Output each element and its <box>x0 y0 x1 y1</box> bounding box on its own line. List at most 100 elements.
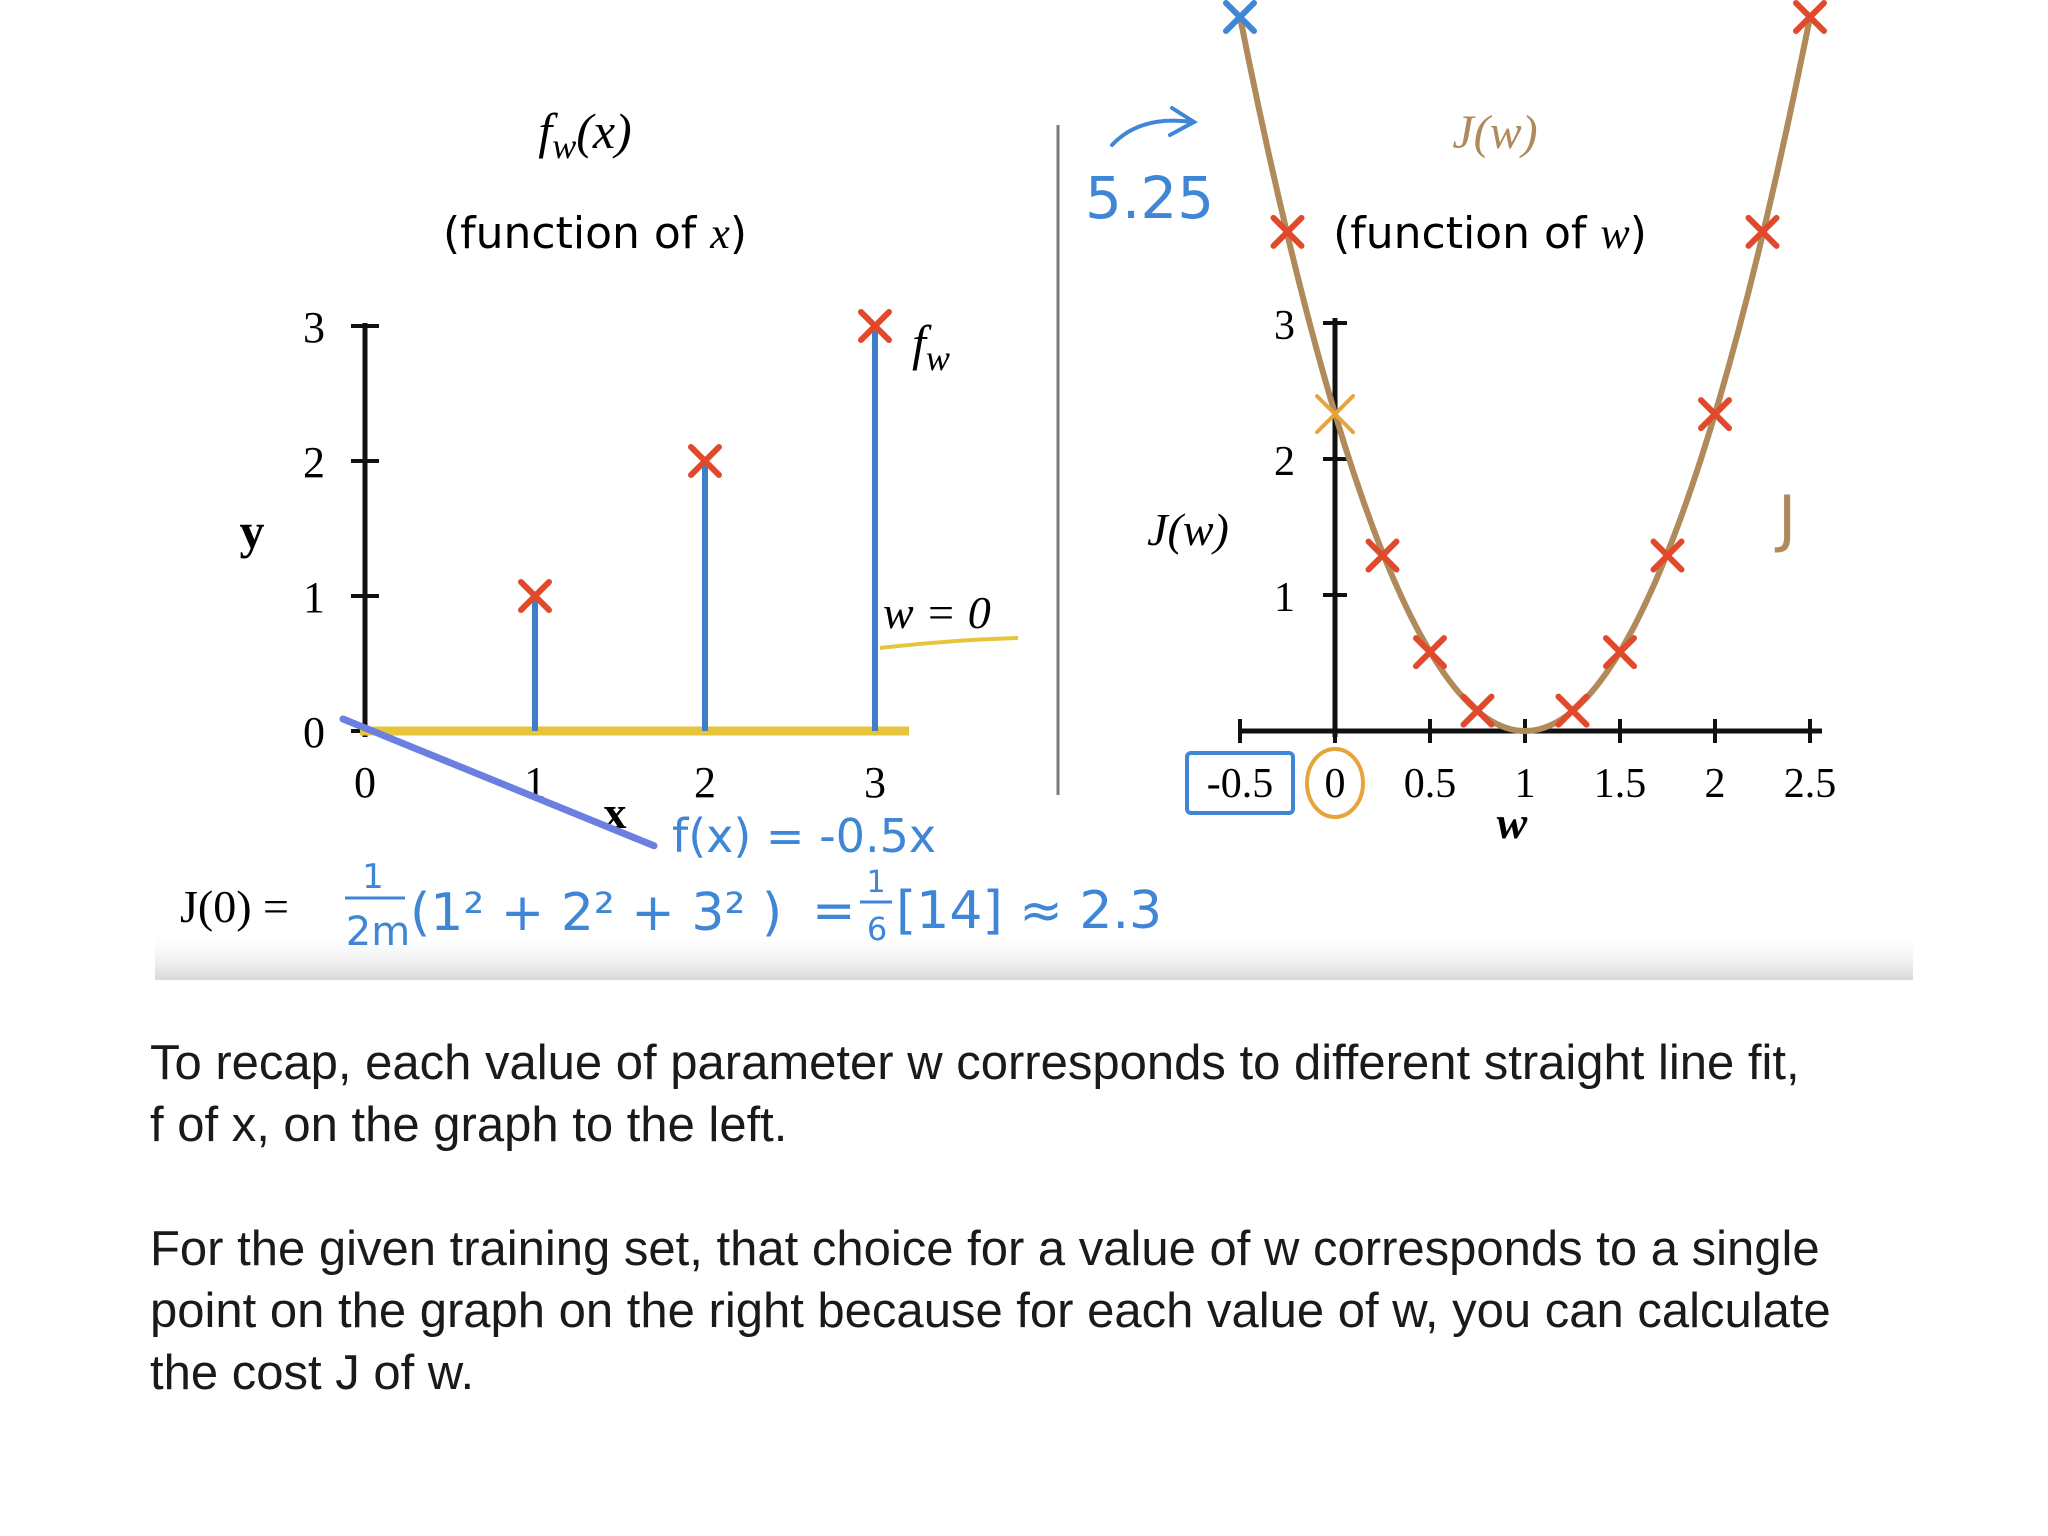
right-x-tick-label-0: 0 <box>1325 761 1346 807</box>
left-x-tick-label-3: 3 <box>864 758 886 807</box>
right-x-tick-label-0.5: 0.5 <box>1404 761 1457 807</box>
left-title-arg: (x) <box>576 103 632 159</box>
right-subtitle-suffix: ) <box>1630 208 1647 259</box>
w-label-underline <box>879 636 1019 650</box>
left-subtitle-prefix: (function of <box>443 208 710 259</box>
left-marks <box>339 309 909 850</box>
right-subtitle-var: w <box>1600 209 1630 258</box>
cost-point-5 <box>1460 693 1495 728</box>
figure: fw(x) (function of x) y x 0 1 2 3 0 1 2 3 fw w … <box>155 0 1913 980</box>
cost-frac-num: 1 <box>362 857 384 897</box>
left-subtitle: (function of x) <box>443 208 747 259</box>
cost-rhs: [14] ≈ 2.3 <box>896 881 1162 941</box>
left-y-tick-label-2: 2 <box>303 438 325 487</box>
caption-p2-line2: point on the graph on the right because … <box>150 1284 1831 1338</box>
cost-point-5-stroke-b <box>1460 693 1495 728</box>
left-subtitle-var: x <box>709 209 730 258</box>
right-ylabel: J(w) <box>1147 504 1229 555</box>
left-ylabel: y <box>240 503 265 559</box>
data-point-3 <box>858 309 892 343</box>
right-x-tick-label-2: 2 <box>1705 761 1726 807</box>
right-y-tick-label-2: 2 <box>1274 439 1295 485</box>
cost-point-6 <box>1555 693 1590 728</box>
w-neg-half-highlight-box <box>1185 751 1295 815</box>
cost-point-8-stroke-b <box>1650 538 1685 573</box>
cost-formula: J(0) = 1 2m (1² + 2² + 3² ) = 1 6 [14] ≈… <box>180 857 1162 955</box>
cost-point-11-stroke-b <box>1793 0 1827 34</box>
left-axes <box>351 323 379 737</box>
fit-equation-note: f(x) = -0.5x <box>672 809 936 863</box>
right-x-tick-label-1.5: 1.5 <box>1594 761 1647 807</box>
left-y-tick-label-1: 1 <box>303 573 325 622</box>
caption-paragraph-2: For the given training set, that choice … <box>150 1218 1970 1404</box>
right-x-tick-label--0.5: -0.5 <box>1207 761 1274 807</box>
left-title: fw(x) <box>538 103 631 166</box>
cost-point-10 <box>1745 214 1780 249</box>
cost-rhs-eq: = <box>812 881 856 941</box>
cost-point-w0-highlight-stroke-b <box>1315 394 1355 435</box>
caption-p1-line2: f of x, on the graph to the left. <box>150 1098 788 1152</box>
caption-p2-line3: the cost J of w. <box>150 1346 475 1400</box>
left-title-sub: w <box>552 126 576 166</box>
cost-point-9-stroke-b <box>1698 397 1732 432</box>
left-subtitle-suffix: ) <box>730 208 747 259</box>
right-y-tick-label-3: 3 <box>1274 303 1295 349</box>
cost-point-3 <box>1365 538 1400 573</box>
right-title: J(w) <box>1452 106 1537 159</box>
cost-point-7-stroke-b <box>1603 635 1637 670</box>
cost-point-w0-highlight <box>1315 394 1355 435</box>
fw-label: fw <box>912 315 950 378</box>
data-point-1 <box>518 579 552 613</box>
cost-point-1-stroke-b <box>1223 0 1257 34</box>
right-xlabel: w <box>1497 797 1528 848</box>
right-axes <box>1185 318 1822 819</box>
right-subtitle-prefix: (function of <box>1333 208 1600 259</box>
right-tick-labels: 1 2 3 -0.5 0 0.5 1 1.5 2 2.5 <box>1207 303 1837 807</box>
w-equals-zero-label: w = 0 <box>883 587 991 638</box>
fit-line-negative-slope <box>339 715 658 850</box>
fw-label-sub: w <box>926 338 950 378</box>
data-point-2-stroke-b <box>688 444 722 478</box>
cost-rhs-frac-num: 1 <box>866 865 885 900</box>
right-x-tick-label-1: 1 <box>1515 761 1536 807</box>
right-subtitle: (function of w) <box>1333 208 1647 259</box>
caption-p1-line1: To recap, each value of parameter w corr… <box>150 1036 1800 1090</box>
cost-point-8 <box>1650 538 1685 573</box>
frame-shadow <box>155 930 1913 980</box>
cost-point-4-stroke-b <box>1413 635 1447 670</box>
caption-paragraph-1: To recap, each value of parameter w corr… <box>150 1032 1970 1156</box>
right-x-tick-label-2.5: 2.5 <box>1784 761 1837 807</box>
cost-rhs-frac-den: 6 <box>867 910 887 948</box>
curve-label: J <box>1774 482 1796 555</box>
data-point-1-stroke-b <box>518 579 552 613</box>
cost-frac-den: 2m <box>346 909 410 955</box>
left-y-tick-label-0: 0 <box>303 708 325 757</box>
left-y-tick-label-3: 3 <box>303 303 325 352</box>
right-panel: J(w) (function of w) J(w) w 5.25 J 1 2 3 -0… <box>1085 0 1837 848</box>
caption-p2-line1: For the given training set, that choice … <box>150 1222 1820 1276</box>
left-panel: fw(x) (function of x) y x 0 1 2 3 0 1 2 3 fw w … <box>180 103 1162 955</box>
cost-sum: (1² + 2² + 3² ) <box>410 883 782 943</box>
data-point-3-stroke-b <box>858 309 892 343</box>
left-x-tick-label-2: 2 <box>694 758 716 807</box>
cost-point-11 <box>1793 0 1827 34</box>
left-x-tick-label-0: 0 <box>354 758 376 807</box>
cost-point-3-stroke-b <box>1365 538 1400 573</box>
right-marks <box>1223 0 1827 735</box>
cost-point-1 <box>1223 0 1257 34</box>
cost-point-2 <box>1270 214 1305 249</box>
cost-lhs: J(0) = <box>180 881 289 932</box>
w-zero-highlight-circle <box>1305 747 1365 819</box>
annotation-arrow <box>1110 106 1198 147</box>
cost-point-6-stroke-b <box>1555 693 1590 728</box>
right-y-tick-label-1: 1 <box>1274 575 1295 621</box>
data-point-2 <box>688 444 722 478</box>
cost-point-9 <box>1698 397 1732 432</box>
cost-point-10-stroke-b <box>1745 214 1780 249</box>
cost-point-2-stroke-b <box>1270 214 1305 249</box>
cost-point-4 <box>1413 635 1447 670</box>
cost-point-7 <box>1603 635 1637 670</box>
annotation-value: 5.25 <box>1085 164 1214 232</box>
